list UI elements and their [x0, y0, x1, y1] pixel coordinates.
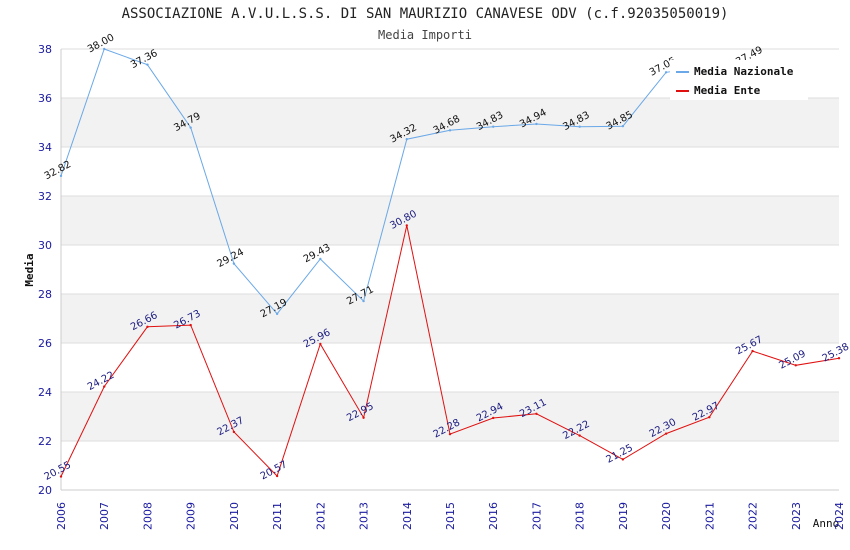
x-tick-labels: 2006 2007 2008 2009 2010 2011 2012 2013 2014 2015… [55, 502, 846, 530]
data-label-media-ente: 24.22 [86, 370, 116, 393]
x-tick-label: 2013 [358, 502, 371, 530]
series-line-media-nazionale [60, 48, 753, 315]
data-point-media-nazionale [405, 137, 408, 141]
x-tick-label: 2015 [444, 502, 457, 530]
x-tick-label: 2009 [185, 502, 198, 530]
x-tick-label: 2011 [271, 502, 284, 530]
data-point-media-nazionale [319, 257, 322, 261]
data-point-media-ente [405, 224, 408, 227]
grid-lines [60, 48, 839, 491]
x-tick-label: 2022 [747, 502, 760, 530]
data-point-media-nazionale [578, 125, 581, 128]
y-tick-label: 22 [38, 435, 52, 448]
y-tick-label: 32 [38, 190, 52, 203]
data-point-media-ente [794, 364, 797, 367]
data-point-media-ente [492, 416, 495, 420]
x-tick-label: 2014 [401, 502, 414, 530]
data-label-media-ente: 20.57 [259, 459, 289, 482]
y-tick-label: 26 [38, 337, 52, 350]
y-tick-label: 38 [38, 43, 52, 56]
data-label-media-nazionale: 37.36 [129, 48, 159, 71]
data-point-media-nazionale [59, 174, 63, 178]
x-tick-label: 2023 [790, 502, 803, 530]
chart-title: ASSOCIAZIONE A.V.U.L.S.S. DI SAN MAURIZI… [122, 6, 729, 22]
grid-band [61, 294, 839, 343]
x-tick-label: 2017 [530, 502, 543, 530]
data-point-media-ente [319, 342, 322, 346]
data-label-media-ente: 25.38 [821, 341, 850, 364]
y-axis-label: Media [23, 253, 36, 286]
x-tick-label: 2016 [487, 502, 500, 530]
legend-label-media-ente: Media Ente [694, 84, 761, 97]
data-label-media-ente: 20.55 [43, 460, 73, 483]
data-point-media-ente [275, 474, 279, 478]
data-point-media-ente [448, 432, 452, 436]
data-point-media-ente [751, 349, 754, 353]
x-tick-label: 2006 [55, 502, 68, 530]
data-label-media-ente: 25.09 [777, 349, 807, 372]
series-lines [59, 47, 841, 478]
data-label-media-ente: 21.25 [604, 443, 634, 466]
grid-bands [61, 98, 839, 441]
y-tick-label: 36 [38, 92, 52, 105]
legend-box [670, 60, 808, 100]
x-tick-label: 2008 [141, 502, 154, 530]
data-label-media-nazionale: 29.24 [215, 247, 245, 270]
x-tick-label: 2021 [703, 502, 716, 530]
data-point-media-nazionale [492, 125, 495, 128]
y-tick-label: 34 [38, 141, 52, 154]
data-point-media-nazionale [275, 312, 279, 316]
x-tick-label: 2018 [574, 502, 587, 530]
data-point-media-ente [59, 475, 63, 478]
y-tick-label: 30 [38, 239, 52, 252]
x-tick-label: 2024 [833, 502, 846, 530]
legend-label-media-nazionale: Media Nazionale [694, 65, 794, 78]
data-point-media-nazionale [103, 47, 106, 51]
y-tick-label: 24 [38, 386, 52, 399]
data-point-media-ente [535, 412, 538, 416]
x-tick-label: 2012 [314, 502, 327, 530]
x-tick-label: 2020 [660, 502, 673, 530]
data-point-media-nazionale [621, 124, 625, 128]
x-tick-label: 2010 [228, 502, 241, 530]
grid-band [61, 98, 839, 147]
data-point-media-nazionale [146, 63, 149, 66]
data-label-media-nazionale: 32.82 [43, 159, 73, 182]
data-label-media-nazionale: 29.43 [302, 242, 332, 265]
data-point-media-ente [103, 385, 106, 388]
data-point-media-nazionale [664, 71, 668, 74]
data-point-media-ente [189, 323, 192, 327]
data-point-media-nazionale [232, 262, 236, 265]
data-point-media-nazionale [189, 126, 192, 129]
data-point-media-nazionale [535, 122, 538, 126]
y-tick-label: 28 [38, 288, 52, 301]
y-tick-labels: 20 22 24 26 28 30 32 34 36 38 [38, 43, 52, 497]
data-point-media-ente [664, 432, 668, 435]
x-tick-label: 2007 [98, 502, 111, 530]
legend: Media Nazionale Media Ente [670, 60, 808, 100]
data-point-media-ente [362, 416, 365, 419]
data-point-media-ente [578, 434, 581, 437]
data-point-media-ente [232, 430, 236, 434]
data-point-media-ente [146, 325, 149, 329]
x-tick-label: 2019 [617, 502, 630, 530]
data-point-media-nazionale [448, 129, 452, 132]
data-point-media-ente [837, 356, 841, 360]
data-point-media-ente [708, 416, 711, 419]
data-point-media-nazionale [362, 299, 365, 303]
chart-subtitle: Media Importi [378, 28, 472, 42]
grid-band [61, 196, 839, 245]
data-point-media-ente [621, 458, 625, 461]
y-tick-label: 20 [38, 484, 52, 497]
x-axis-label: Anno [813, 517, 840, 530]
